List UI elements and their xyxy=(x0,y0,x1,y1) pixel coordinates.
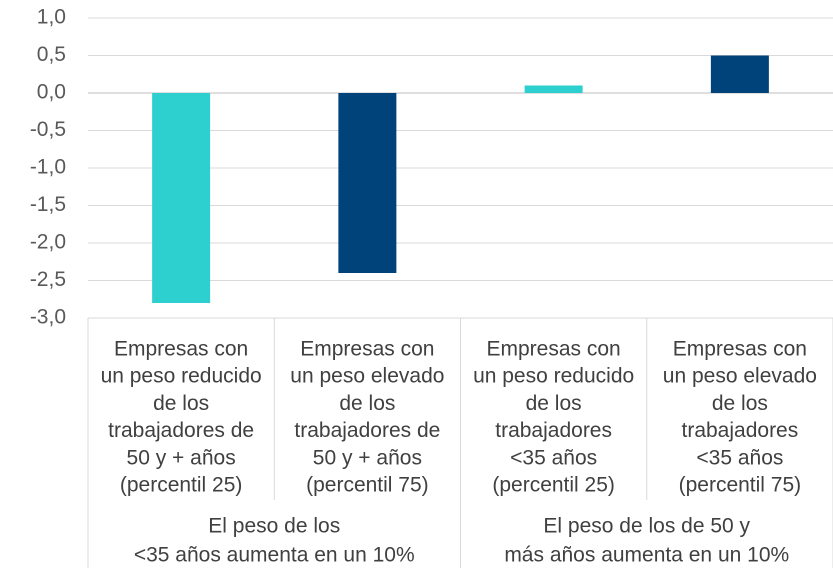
bar xyxy=(338,93,397,273)
group-label: <35 años aumenta en un 10% xyxy=(134,544,415,567)
x-tick-label: 50 y + años xyxy=(313,446,422,469)
x-tick-label: (percentil 75) xyxy=(306,474,429,497)
y-tick-label: -3,0 xyxy=(30,306,66,329)
x-tick-label: Empresas con xyxy=(300,338,434,361)
x-tick-label: <35 años xyxy=(510,446,597,469)
y-tick-label: -2,0 xyxy=(30,231,66,254)
y-tick-label: 0,5 xyxy=(37,43,66,66)
y-tick-label: 1,0 xyxy=(37,6,66,29)
x-tick-label: trabajadores de xyxy=(294,419,440,442)
x-tick-label: un peso reducido xyxy=(473,365,634,388)
x-tick-label: trabajadores de xyxy=(108,419,254,442)
group-label: El peso de los de 50 y xyxy=(543,515,750,538)
x-tick-label: Empresas con xyxy=(487,338,621,361)
x-tick-label: (percentil 25) xyxy=(120,474,243,497)
x-tick-label: de los xyxy=(712,392,768,415)
x-tick-label: trabajadores xyxy=(682,419,799,442)
x-tick-label: Empresas con xyxy=(673,338,807,361)
x-tick-label: de los xyxy=(526,392,582,415)
y-tick-label: -2,5 xyxy=(30,268,66,291)
x-tick-label: 50 y + años xyxy=(127,446,236,469)
bar xyxy=(710,55,769,93)
x-tick-label: un peso reducido xyxy=(101,365,262,388)
x-tick-label: (percentil 25) xyxy=(492,474,615,497)
y-tick-label: -1,0 xyxy=(30,156,66,179)
x-tick-label: un peso elevado xyxy=(663,365,817,388)
x-tick-label: Empresas con xyxy=(114,338,248,361)
x-tick-label: un peso elevado xyxy=(290,365,444,388)
x-tick-label: (percentil 75) xyxy=(679,474,802,497)
bar xyxy=(152,93,211,303)
x-tick-label: de los xyxy=(153,392,209,415)
y-tick-label: -1,5 xyxy=(30,193,66,216)
group-label: El peso de los xyxy=(208,515,340,538)
y-tick-label: 0,0 xyxy=(37,81,66,104)
x-tick-label: de los xyxy=(339,392,395,415)
bar xyxy=(524,85,583,93)
group-label: más años aumenta en un 10% xyxy=(504,544,789,567)
x-tick-label: trabajadores xyxy=(495,419,612,442)
x-tick-label: <35 años xyxy=(696,446,783,469)
y-tick-label: -0,5 xyxy=(30,118,66,141)
